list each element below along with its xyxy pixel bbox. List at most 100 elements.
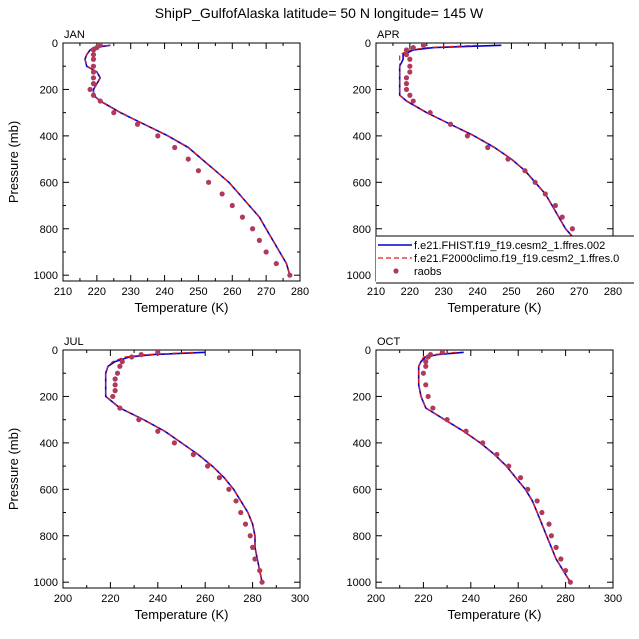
y-tick-label: 600 [353,484,371,496]
x-tick-label: 220 [401,286,419,298]
raobs-point [195,168,202,174]
raobs-point [410,98,416,104]
raobs-point [403,86,410,93]
x-tick-label: 210 [54,286,72,298]
x-tick-label: 240 [155,286,173,298]
raobs-point [205,179,212,185]
raobs-point [420,43,426,48]
raobs-point [464,133,471,139]
raobs-point [239,214,246,220]
raobs-point [90,81,97,87]
raobs-point [494,451,500,458]
y-tick-label: 400 [40,438,58,450]
raobs-point [110,393,116,400]
x-tick-label: 210 [367,286,385,298]
f2000-line [399,44,604,276]
raobs-point [247,533,253,539]
raobs-point [226,486,232,492]
f2000-line [84,44,291,276]
panel-apr: 210 220 230 240 250 260 270 280 0 200 400 600 800 100… [347,29,634,315]
x-tick-label: 270 [257,286,275,298]
raobs-point [219,191,225,197]
plot-area [84,43,293,278]
raobs-point [155,350,161,355]
raobs-point [129,354,135,360]
y-tick-label: 200 [40,84,58,96]
raobs-point [90,52,97,58]
raobs-point [250,544,256,550]
raobs-point [558,556,564,562]
raobs-point [190,451,196,458]
raobs-point [534,498,540,504]
x-axis-label: Temperature (K) [448,300,542,315]
raobs-point [287,272,293,278]
x-tick-label: 200 [367,593,385,605]
y-tick-label: 800 [40,224,58,236]
legend-label-fhist: f.e21.FHIST.f19_f19.cesm2_1.ffres.002 [414,240,605,252]
x-tick-label: 240 [462,593,480,605]
y-tick-label: 0 [52,38,58,50]
raobs-point [525,486,531,492]
plot-area [398,43,606,278]
x-tick-label: 220 [101,593,119,605]
y-tick-label: 0 [365,345,371,357]
raobs-point [238,509,244,516]
raobs-point [506,463,512,469]
raobs-point [569,226,575,232]
raobs-point [112,382,118,388]
y-tick-label: 1000 [347,577,371,589]
y-tick-label: 400 [353,438,371,450]
raobs-point [204,463,211,469]
x-tick-label: 200 [54,593,72,605]
f2000-line [105,351,263,583]
raobs-point [155,133,161,139]
raobs-point [517,475,524,481]
raobs-point [90,75,97,81]
raobs-point [263,249,269,255]
x-axis-label: Temperature (K) [448,607,542,622]
raobs-point [423,382,429,388]
raobs-point [134,121,141,127]
raobs-point [425,354,431,360]
raobs-point [117,405,123,411]
x-tick-label: 260 [196,593,214,605]
x-tick-label: 280 [291,286,309,298]
y-tick-label: 1000 [34,577,58,589]
raobs-point [257,567,263,574]
raobs-point [410,45,416,51]
raobs-point [172,144,178,151]
panel-oct: 200 220 240 260 280 300 0 200 400 600 800 1000 Tempe… [347,336,623,622]
y-tick-label: 400 [353,131,371,143]
raobs-point [250,226,256,232]
raobs-point [403,52,410,58]
y-tick-label: 1000 [34,270,58,282]
raobs-point [444,417,450,423]
x-tick-label: 260 [509,593,527,605]
x-tick-label: 220 [88,286,106,298]
x-tick-label: 260 [536,286,554,298]
raobs-point [480,440,486,446]
fhist-line [104,351,263,583]
raobs-point [563,567,569,574]
raobs-point [548,533,554,539]
x-tick-label: 280 [604,286,622,298]
raobs-point [90,63,97,69]
raobs-point [273,260,279,267]
x-tick-label: 240 [468,286,486,298]
y-tick-label: 800 [353,224,371,236]
panel-jul: 200 220 240 260 280 300 0 200 400 600 800 1000 Tempe… [6,336,309,622]
raobs-point [114,370,121,376]
plot-frame [62,42,301,282]
x-tick-label: 260 [223,286,241,298]
f2000-line [418,351,571,583]
x-tick-label: 250 [189,286,207,298]
raobs-point [138,352,144,358]
raobs-point [112,388,118,394]
raobs-point [407,92,413,98]
raobs-point [420,370,426,376]
y-axis-label: Pressure (mb) [6,121,21,203]
raobs-point [423,359,429,365]
raobs-point [539,509,545,516]
raobs-point [447,121,454,127]
raobs-point [136,417,142,423]
